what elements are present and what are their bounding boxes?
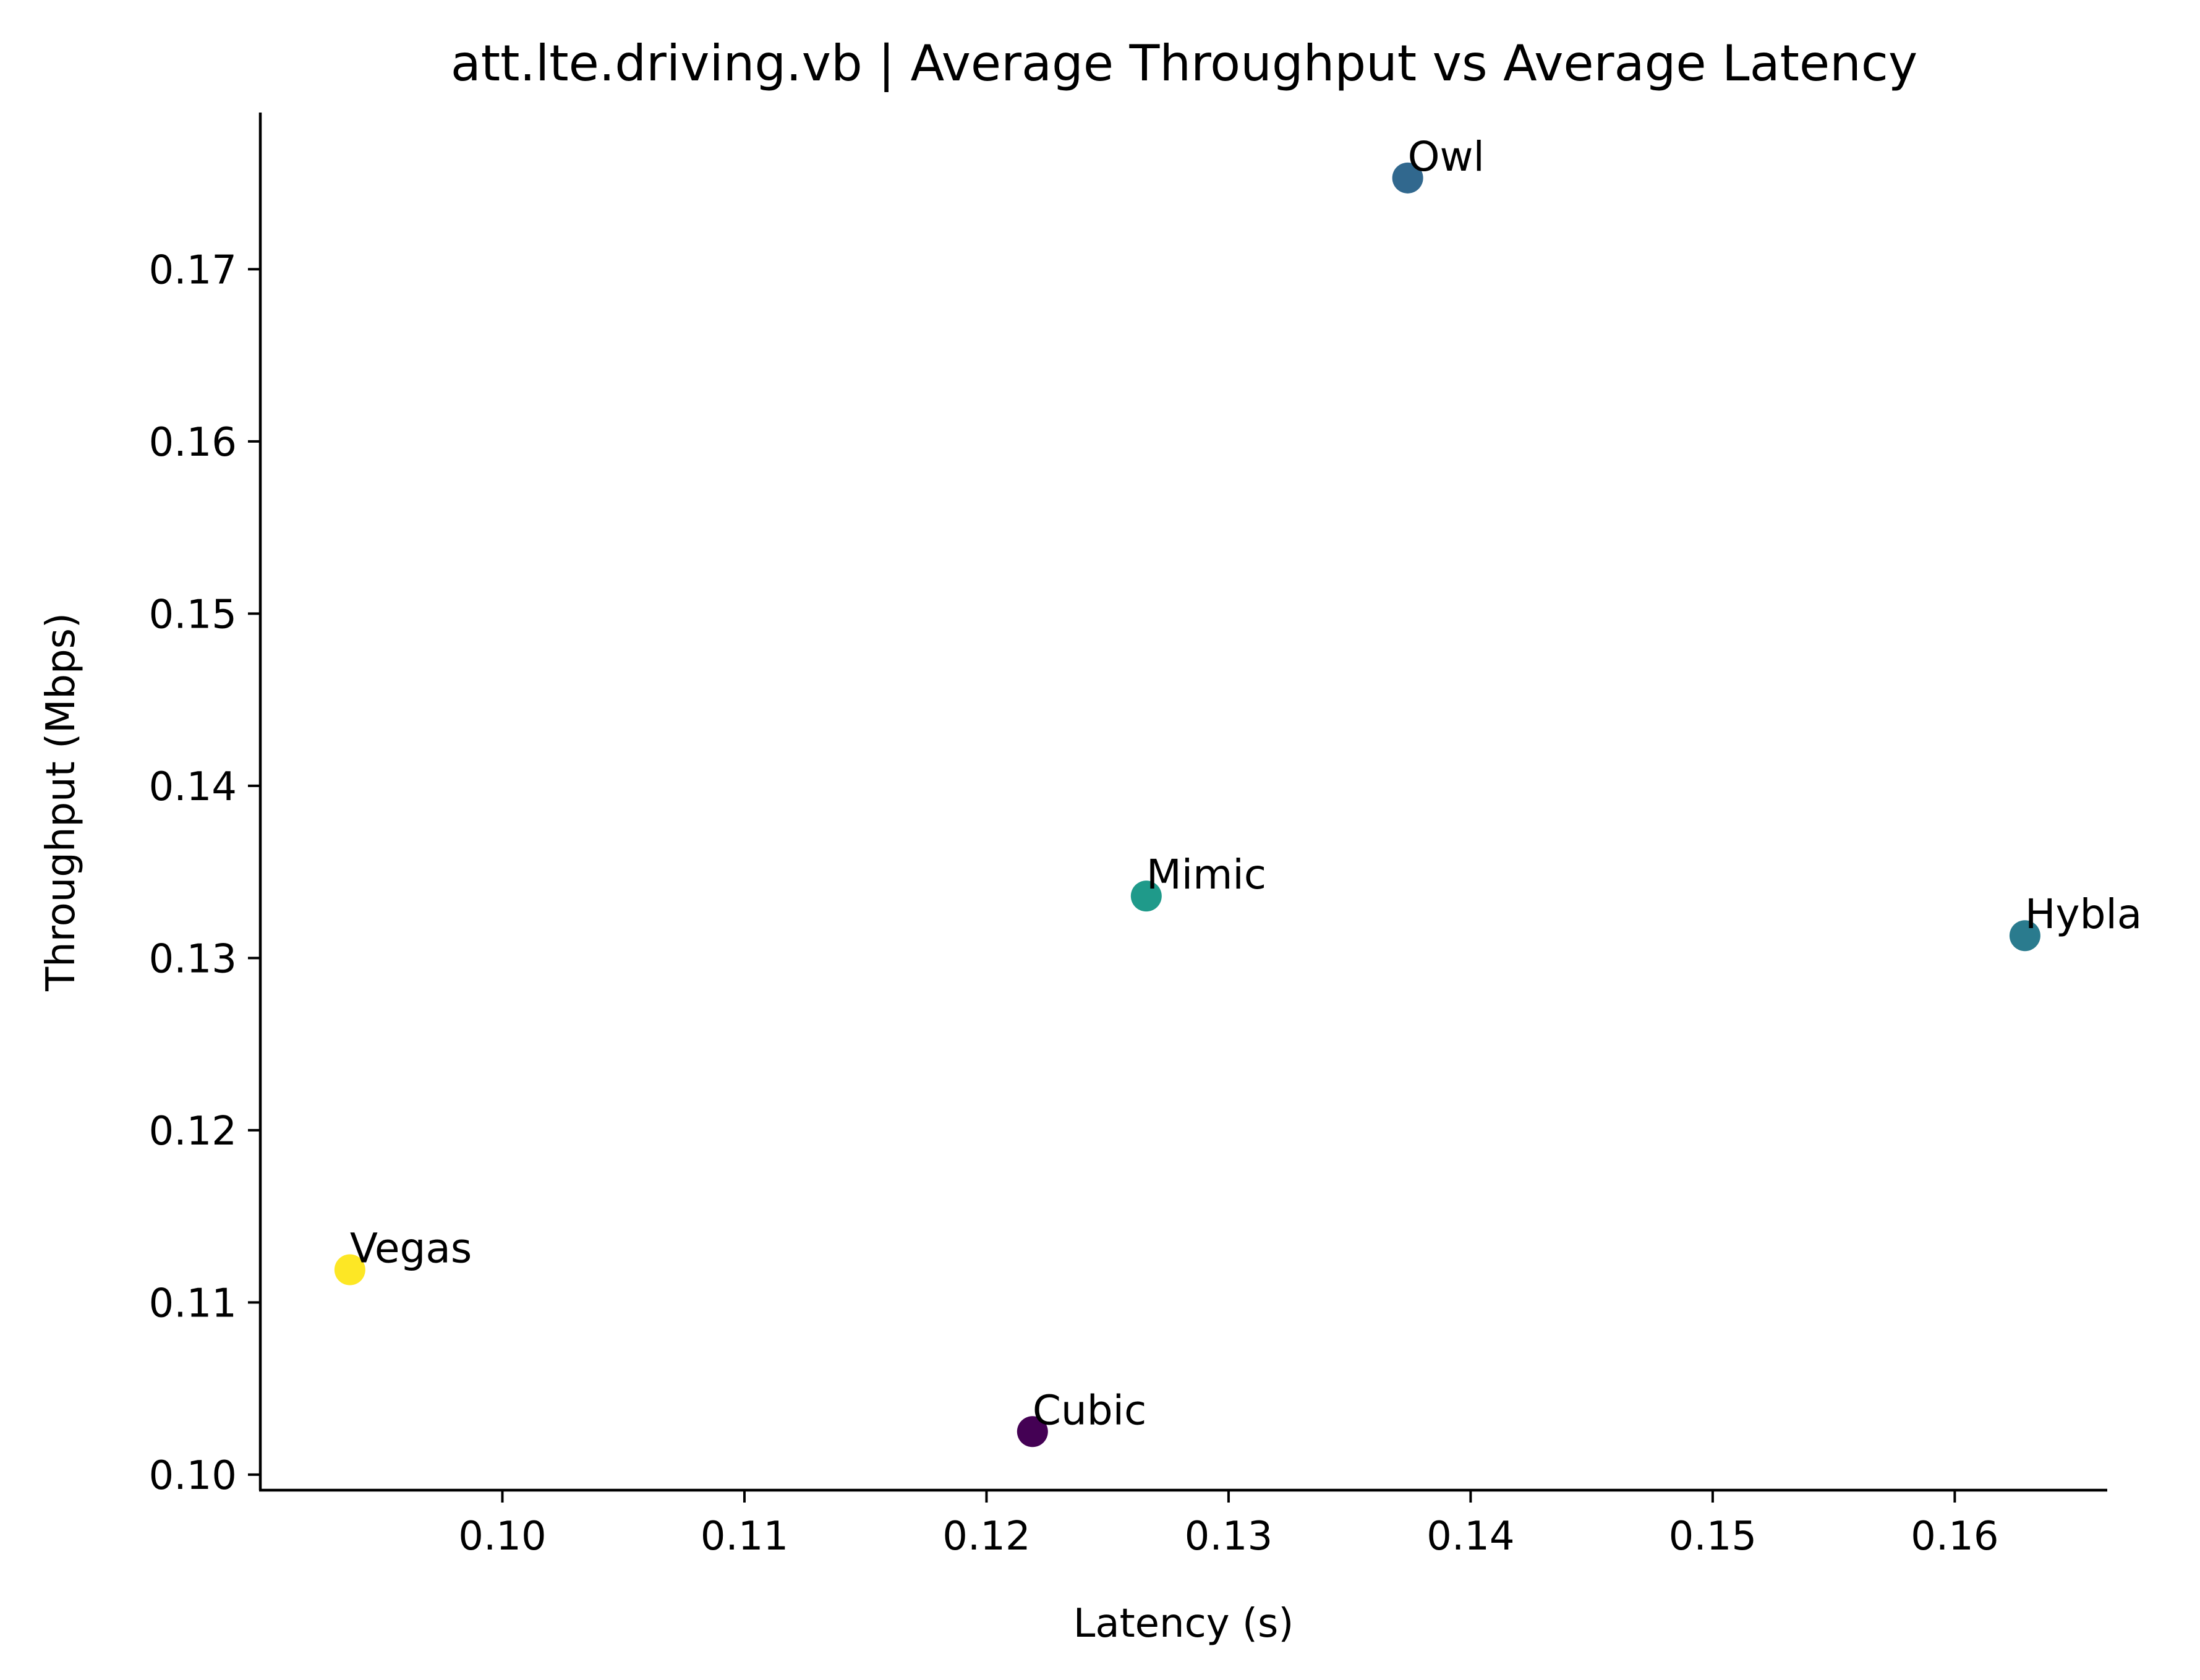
x-tick-label: 0.16 xyxy=(1911,1514,1999,1559)
y-axis-ticks: 0.10 0.11 0.12 0.13 0.14 0.15 0.16 0.17 xyxy=(149,247,260,1499)
data-point-owl xyxy=(1392,162,1423,194)
x-tick-label: 0.15 xyxy=(1669,1514,1757,1559)
y-tick-label: 0.12 xyxy=(149,1109,237,1154)
data-point-mimic xyxy=(1130,881,1162,912)
data-point-hybla xyxy=(2009,920,2040,952)
x-tick-label: 0.14 xyxy=(1426,1514,1515,1559)
x-tick-label: 0.10 xyxy=(458,1514,547,1559)
point-label-hybla: Hybla xyxy=(2025,890,2142,938)
y-tick-label: 0.15 xyxy=(149,592,237,637)
y-tick-label: 0.17 xyxy=(149,247,237,293)
x-tick-label: 0.11 xyxy=(701,1514,789,1559)
point-label-vegas: Vegas xyxy=(350,1225,472,1273)
data-point-cubic xyxy=(1017,1416,1048,1448)
y-tick-label: 0.14 xyxy=(149,764,237,810)
x-tick-label: 0.13 xyxy=(1185,1514,1273,1559)
y-tick-label: 0.13 xyxy=(149,936,237,982)
point-label-owl: Owl xyxy=(1408,133,1485,181)
y-axis-title: Throughput (Mbps) xyxy=(38,613,84,992)
point-label-cubic: Cubic xyxy=(1033,1386,1146,1434)
x-axis-ticks: 0.10 0.11 0.12 0.13 0.14 0.15 0.16 xyxy=(458,1490,1999,1559)
data-point-vegas xyxy=(334,1254,365,1286)
y-tick-label: 0.11 xyxy=(149,1281,237,1326)
y-tick-label: 0.16 xyxy=(149,420,237,466)
x-tick-label: 0.12 xyxy=(942,1514,1031,1559)
y-tick-label: 0.10 xyxy=(149,1453,237,1499)
x-axis-title: Latency (s) xyxy=(1073,1601,1294,1647)
chart-title: att.lte.driving.vb | Average Throughput … xyxy=(451,35,1917,93)
point-label-mimic: Mimic xyxy=(1146,851,1266,898)
scatter-points: Owl Mimic Hybla Vegas Cubic xyxy=(334,133,2142,1448)
